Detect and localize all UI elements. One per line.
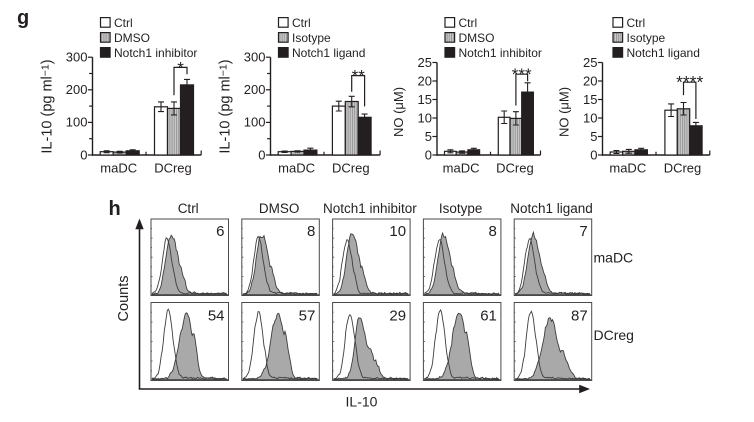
svg-text:87: 87 — [571, 307, 588, 324]
svg-text:****: **** — [676, 72, 703, 92]
svg-text:Ctrl: Ctrl — [178, 201, 199, 216]
svg-text:DCreg: DCreg — [496, 161, 534, 176]
svg-text:Isotype: Isotype — [292, 31, 331, 45]
svg-text:h: h — [109, 198, 121, 220]
svg-text:maDC: maDC — [100, 161, 137, 176]
svg-text:15: 15 — [583, 92, 597, 107]
svg-text:8: 8 — [307, 223, 315, 240]
svg-text:7: 7 — [579, 223, 587, 240]
svg-text:10: 10 — [389, 223, 406, 240]
svg-text:8: 8 — [489, 223, 497, 240]
svg-text:200: 200 — [244, 82, 266, 97]
svg-text:DCreg: DCreg — [594, 327, 634, 343]
svg-text:300: 300 — [244, 50, 266, 65]
svg-text:Ctrl: Ctrl — [292, 16, 311, 30]
svg-text:0: 0 — [590, 147, 597, 162]
svg-text:maDC: maDC — [609, 161, 646, 176]
svg-text:DMSO: DMSO — [114, 31, 150, 45]
svg-text:Ctrl: Ctrl — [627, 16, 646, 30]
svg-text:Ctrl: Ctrl — [459, 16, 478, 30]
svg-text:61: 61 — [480, 307, 497, 324]
svg-text:maDC: maDC — [278, 161, 315, 176]
svg-text:5: 5 — [590, 129, 597, 144]
svg-text:Notch1 ligand: Notch1 ligand — [510, 201, 593, 216]
svg-text:maDC: maDC — [594, 250, 634, 266]
svg-text:100: 100 — [244, 115, 266, 130]
svg-text:**: ** — [352, 67, 366, 86]
svg-text:29: 29 — [389, 307, 406, 324]
svg-text:25: 25 — [583, 55, 597, 70]
svg-text:NO (μM): NO (μM) — [557, 87, 572, 137]
svg-text:g: g — [17, 7, 29, 29]
svg-text:0: 0 — [258, 147, 265, 162]
svg-text:20: 20 — [418, 73, 432, 88]
svg-text:54: 54 — [208, 307, 225, 324]
svg-text:10: 10 — [418, 110, 432, 125]
svg-text:IL-10 (pg ml−1): IL-10 (pg ml−1) — [217, 59, 233, 153]
svg-text:Isotype: Isotype — [627, 31, 666, 45]
svg-text:Counts: Counts — [116, 276, 132, 322]
svg-text:Notch1 inhibitor: Notch1 inhibitor — [323, 201, 417, 216]
svg-text:Notch1 inhibitor: Notch1 inhibitor — [459, 46, 542, 60]
svg-text:*: * — [177, 58, 184, 77]
svg-text:0: 0 — [425, 147, 432, 162]
svg-text:NO (μM): NO (μM) — [391, 87, 406, 137]
svg-text:Notch1 ligand: Notch1 ligand — [292, 46, 365, 60]
svg-text:Isotype: Isotype — [439, 201, 483, 216]
svg-text:DCreg: DCreg — [664, 161, 702, 176]
svg-text:0: 0 — [80, 147, 87, 162]
svg-text:10: 10 — [583, 110, 597, 125]
svg-text:DCreg: DCreg — [154, 161, 192, 176]
svg-text:IL-10 (pg ml−1): IL-10 (pg ml−1) — [39, 59, 55, 153]
svg-text:5: 5 — [425, 129, 432, 144]
svg-text:20: 20 — [583, 73, 597, 88]
svg-text:DMSO: DMSO — [459, 31, 495, 45]
svg-text:DCreg: DCreg — [332, 161, 370, 176]
svg-text:100: 100 — [66, 115, 88, 130]
svg-text:300: 300 — [66, 50, 88, 65]
svg-text:IL-10: IL-10 — [346, 394, 378, 410]
svg-text:200: 200 — [66, 82, 88, 97]
svg-text:15: 15 — [418, 92, 432, 107]
svg-text:DMSO: DMSO — [259, 201, 300, 216]
svg-text:57: 57 — [299, 307, 316, 324]
svg-text:Notch1 inhibitor: Notch1 inhibitor — [114, 46, 197, 60]
svg-text:25: 25 — [418, 55, 432, 70]
svg-text:6: 6 — [216, 223, 224, 240]
svg-text:maDC: maDC — [443, 161, 480, 176]
svg-text:Notch1 ligand: Notch1 ligand — [627, 46, 700, 60]
svg-text:***: *** — [512, 65, 532, 84]
svg-text:Ctrl: Ctrl — [114, 16, 133, 30]
